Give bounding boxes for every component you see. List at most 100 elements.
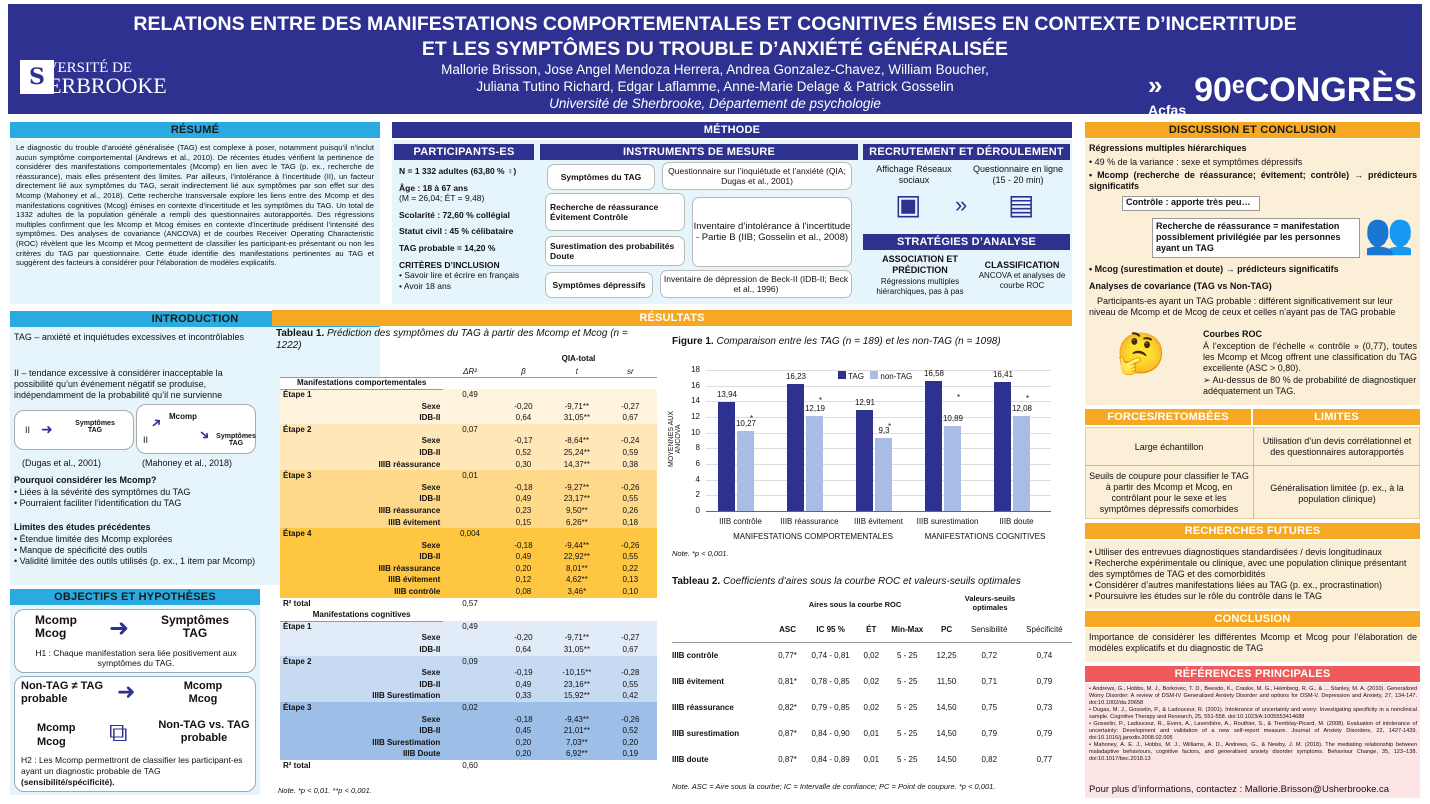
- table-cell: 5 - 25: [897, 650, 918, 660]
- significance-star: *: [888, 421, 892, 431]
- table-cell: IDB-II: [419, 447, 441, 457]
- table-cell: 0,45: [515, 726, 532, 736]
- table-cell: [443, 609, 496, 621]
- limites-2: Généralisation limitée (p. ex., à la pop…: [1270, 483, 1404, 504]
- list-item: • Pourraient faciliter l’identification …: [14, 498, 182, 508]
- table-cell: [550, 424, 603, 436]
- table2-col-header: [672, 618, 774, 643]
- table-cell: -9,71**: [564, 633, 590, 643]
- table-row: IDB-II 0,64 31,05** 0,67: [280, 412, 657, 424]
- table-cell: 0,87*: [778, 754, 797, 764]
- table-cell: -9,27**: [564, 482, 590, 492]
- pill-depression: Symptômes dépressifs: [545, 272, 653, 298]
- table-cell: IIIB réassurance: [672, 702, 734, 712]
- table-row: IIIB réassurance 0,20 8,01** 0,22: [280, 563, 657, 575]
- y-tick-label: 16: [691, 380, 700, 390]
- table-cell: -0,18: [514, 714, 533, 724]
- table-cell: 8,01**: [565, 563, 588, 573]
- table-cell: 0,87*: [778, 728, 797, 738]
- table-cell: Sexe: [421, 482, 441, 492]
- x-tick-label: IIIB évitement: [854, 517, 903, 526]
- table-row: Étape 2 0,07: [280, 423, 657, 436]
- table-cell: 0,67: [622, 645, 639, 655]
- participants-list: N = 1 332 adultes (63,80 % ♀) Âge : 18 à…: [399, 166, 539, 291]
- table-row: IIIB évitement 0,12 4,62** 0,13: [280, 574, 657, 587]
- pill-iib: Inventaire d’intolérance à l’incertitude…: [692, 197, 852, 267]
- table-cell: IDB-II: [419, 552, 441, 562]
- table-cell: Étape 2: [283, 424, 312, 434]
- table-cell: [443, 714, 496, 726]
- conclusion-header: CONCLUSION: [1085, 611, 1420, 627]
- table-cell: [497, 378, 550, 390]
- table-row: IIIB Doute 0,20 6,92** 0,19: [280, 748, 657, 761]
- table-cell: 0,49: [462, 621, 478, 631]
- disc-callout-control: Contrôle : apporte très peu…: [1122, 196, 1260, 211]
- data-label: 16,58: [923, 369, 945, 379]
- gridline: [706, 401, 1051, 403]
- table-cell: 0,02: [863, 650, 880, 660]
- table-cell: 0,82*: [778, 702, 797, 712]
- diagram2-mcomp-label: Mcomp: [169, 412, 197, 421]
- data-label: 12,91: [854, 397, 876, 407]
- acfas-chevron-icon: »: [1148, 70, 1163, 100]
- table-cell: 14,50: [936, 728, 957, 738]
- table-cell: 0,72: [981, 650, 998, 660]
- table-cell: 0,84 - 0,89: [811, 754, 850, 764]
- table-cell: [497, 424, 550, 436]
- table1-col-header: β: [496, 366, 551, 379]
- table-cell: [443, 517, 496, 529]
- bar-non-tag-0: [737, 430, 754, 511]
- table-cell: 0,20: [515, 749, 532, 759]
- table-cell: [550, 598, 603, 610]
- arrow-up-icon: ➜: [147, 413, 166, 432]
- list-item: • Avoir 18 ans: [399, 280, 451, 291]
- table-cell: [550, 760, 603, 772]
- table-cell: [443, 749, 496, 761]
- list-item: • Utiliser des entrevues diagnostiques s…: [1089, 547, 1382, 557]
- x-tick-label: IIIB surestimation: [916, 517, 979, 526]
- table-row: IIIB contrôle 0,08 3,46* 0,10: [280, 586, 657, 598]
- congres-label: 90ᵉCONGRÈS: [1194, 71, 1417, 109]
- disc-b2: • Mcomp (recherche de réassurance; évite…: [1089, 170, 1417, 191]
- bar-non-tag-3: [944, 425, 961, 511]
- participants-n: N = 1 332 adultes (63,80 % ♀): [399, 166, 517, 176]
- table-cell: [443, 412, 496, 424]
- table-cell: 0,01: [863, 728, 880, 738]
- participants-header: PARTICIPANTS-ES: [394, 144, 534, 160]
- table-row: R² total 0,60: [280, 760, 657, 772]
- table-cell: IDB-II: [419, 645, 441, 655]
- contact-info: Pour plus d’informations, contactez : Ma…: [1089, 784, 1390, 795]
- table-cell: 6,92**: [565, 749, 588, 759]
- diagram2-ii-label: II: [143, 435, 149, 445]
- table1-col-header: t: [550, 366, 604, 379]
- table2-col-header: Min-Max: [883, 618, 932, 643]
- table-cell: 25,24**: [563, 447, 590, 457]
- significance-star: *: [750, 413, 754, 423]
- limites-header: LIMITES: [1253, 409, 1420, 425]
- table-cell: 0,15: [515, 517, 532, 527]
- table-cell: 0,20: [515, 563, 532, 573]
- disc-roc-text: À l’exception de l’échelle « contrôle » …: [1203, 341, 1417, 373]
- table-cell: -8,64**: [564, 436, 590, 446]
- pill-beck: Inventaire de dépression de Beck-II (IDB…: [660, 270, 852, 298]
- table-cell: [497, 702, 550, 714]
- table-cell: [497, 470, 550, 482]
- table-cell: 0,22: [622, 563, 639, 573]
- table-cell: Sexe: [421, 714, 441, 724]
- table-cell: IIIB Surestimation: [372, 691, 441, 701]
- x-tick-label: IIIB doute: [999, 517, 1034, 526]
- legend-swatch-nontag: [870, 371, 879, 379]
- table-cell: 0,49: [462, 389, 478, 399]
- significance-star: *: [819, 395, 823, 405]
- table-cell: 5 - 25: [897, 702, 918, 712]
- table-cell: Sexe: [421, 401, 441, 411]
- intro-limits-title: Limites des études précédentes: [14, 522, 151, 532]
- list-item: • Andrews, G., Hobbs, M. J., Borkovec, T…: [1089, 686, 1417, 706]
- table-cell: [443, 667, 496, 679]
- legend-tag: TAG: [848, 372, 864, 381]
- table-cell: [443, 552, 496, 564]
- authors-line-1: Mallorie Brisson, Jose Angel Mendoza Her…: [441, 62, 989, 77]
- table-cell: 0,20: [515, 737, 532, 747]
- table-cell: [443, 633, 496, 645]
- table-cell: 0,20: [622, 737, 639, 747]
